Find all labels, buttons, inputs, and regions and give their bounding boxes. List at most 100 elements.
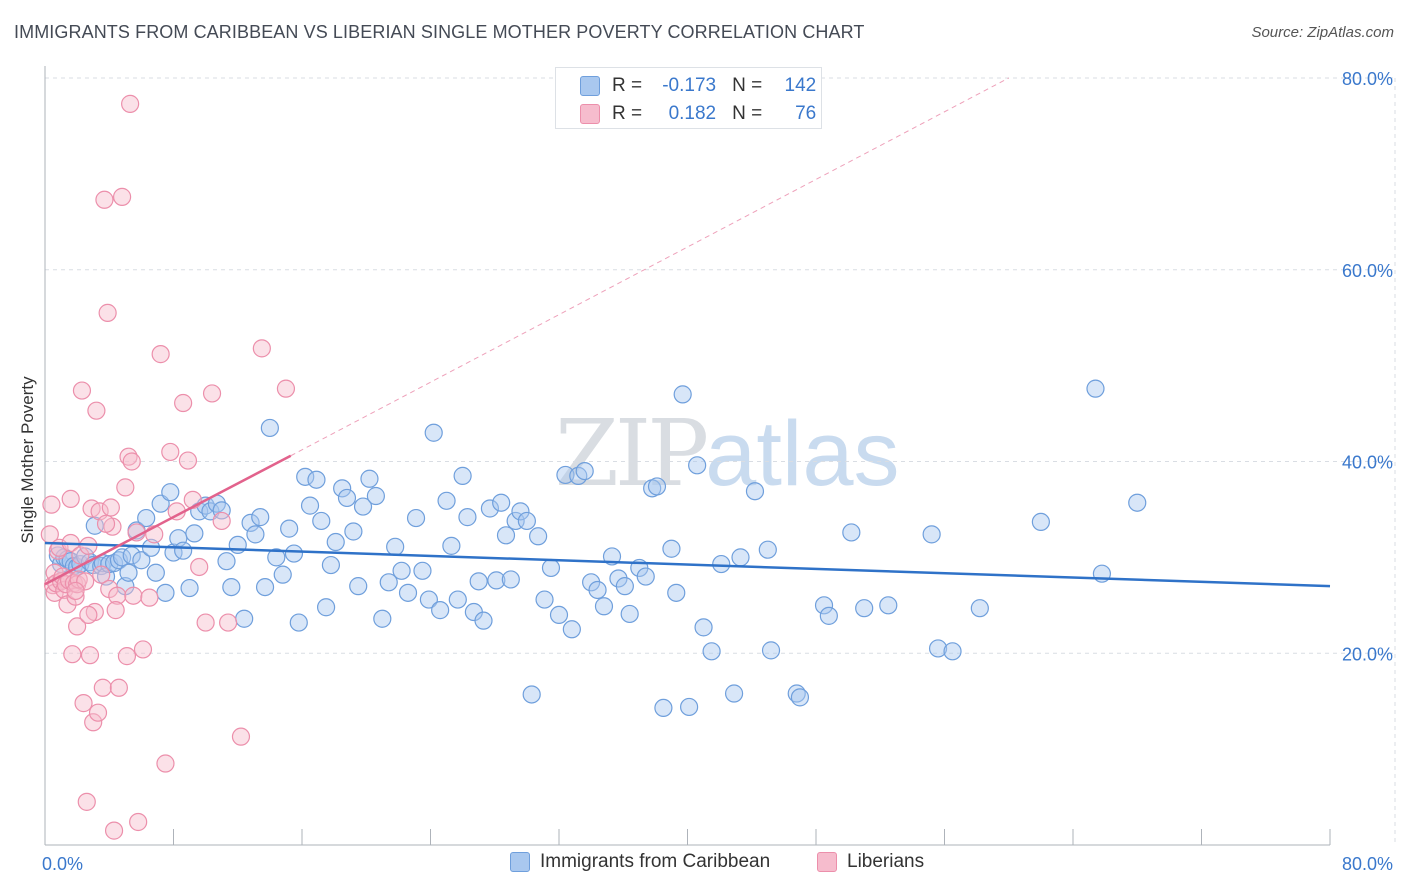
point-caribbean	[379, 573, 398, 592]
point-caribbean	[922, 525, 941, 544]
n-value: 142	[784, 75, 817, 96]
stats-legend-row-caribbean: R = -0.173 N = 142	[580, 72, 816, 100]
point-liberians	[80, 646, 100, 665]
point-caribbean	[469, 572, 488, 591]
point-caribbean	[366, 486, 385, 506]
point-liberians	[77, 792, 96, 811]
legend-item-caribbean[interactable]: Immigrants from Caribbean	[510, 851, 770, 873]
legend-swatch-liberians-icon	[817, 852, 837, 872]
point-caribbean	[260, 418, 279, 438]
point-liberians	[174, 393, 193, 413]
point-caribbean	[1031, 512, 1050, 532]
point-caribbean	[673, 385, 692, 404]
point-caribbean	[702, 642, 721, 661]
point-caribbean	[119, 563, 138, 582]
point-liberians	[98, 303, 117, 322]
point-liberians	[66, 581, 85, 601]
point-caribbean	[879, 596, 898, 615]
point-caribbean	[517, 511, 536, 531]
point-caribbean	[529, 527, 548, 546]
point-caribbean	[222, 577, 241, 597]
point-caribbean	[212, 501, 231, 520]
point-liberians	[68, 617, 87, 636]
legend-item-liberians[interactable]: Liberians	[817, 851, 924, 873]
x-tick-label: 80.0%	[1342, 854, 1393, 874]
r-value: 0.182	[668, 103, 717, 124]
point-caribbean	[474, 611, 493, 630]
point-caribbean	[496, 526, 516, 545]
point-caribbean	[594, 597, 614, 616]
legend-label-liberians: Liberians	[847, 851, 925, 872]
point-caribbean	[280, 519, 299, 538]
point-caribbean	[419, 590, 438, 609]
point-caribbean	[928, 639, 948, 658]
point-caribbean	[392, 561, 411, 580]
point-liberians	[63, 645, 82, 664]
point-caribbean	[241, 513, 260, 532]
point-caribbean	[562, 620, 581, 639]
point-liberians	[190, 557, 209, 577]
r-label: R =	[612, 103, 643, 124]
point-liberians	[121, 94, 140, 113]
point-caribbean	[344, 522, 363, 541]
point-caribbean	[333, 479, 352, 498]
point-liberians	[252, 339, 271, 358]
point-liberians	[109, 678, 128, 697]
point-caribbean	[522, 685, 541, 704]
swatch-liberians-icon	[580, 104, 600, 124]
point-caribbean	[943, 642, 962, 661]
point-caribbean	[492, 493, 511, 512]
point-caribbean	[535, 590, 554, 609]
point-caribbean	[667, 583, 686, 602]
point-liberians	[69, 570, 88, 589]
point-liberians	[178, 451, 198, 470]
point-caribbean	[790, 688, 810, 707]
n-value: 76	[795, 103, 817, 124]
point-liberians	[112, 187, 132, 206]
point-caribbean	[501, 570, 520, 589]
n-label: N =	[732, 103, 763, 124]
point-liberians	[84, 713, 103, 732]
point-liberians	[104, 821, 124, 840]
point-caribbean	[217, 552, 236, 571]
trendline-liberians-extended	[290, 77, 1009, 457]
point-caribbean	[636, 567, 655, 586]
point-caribbean	[373, 609, 392, 628]
n-label: N =	[732, 75, 763, 96]
point-caribbean	[326, 532, 345, 552]
point-caribbean	[284, 544, 304, 563]
point-caribbean	[731, 548, 750, 567]
point-caribbean	[431, 601, 450, 620]
point-caribbean	[842, 523, 861, 542]
point-liberians	[156, 754, 175, 773]
point-caribbean	[174, 541, 193, 560]
point-caribbean	[819, 606, 838, 625]
point-caribbean	[712, 554, 731, 574]
point-caribbean	[680, 697, 699, 717]
point-liberians	[276, 379, 296, 398]
point-liberians	[151, 345, 170, 364]
point-caribbean	[814, 596, 834, 615]
point-liberians	[117, 647, 137, 666]
point-caribbean	[620, 604, 639, 624]
point-caribbean	[353, 497, 373, 516]
point-liberians	[76, 572, 95, 591]
point-liberians	[93, 678, 112, 697]
r-value: -0.173	[662, 75, 717, 96]
y-tick-label: 20.0%	[1342, 644, 1393, 664]
point-caribbean	[85, 516, 104, 535]
point-caribbean	[349, 577, 368, 596]
point-caribbean	[437, 491, 456, 510]
point-caribbean	[161, 483, 180, 502]
legend-swatch-caribbean-icon	[510, 852, 530, 872]
trendline-liberians	[44, 454, 292, 586]
y-tick-label: 60.0%	[1342, 261, 1393, 281]
point-caribbean	[745, 482, 765, 501]
r-label: R =	[612, 75, 643, 96]
point-caribbean	[337, 488, 357, 508]
point-caribbean	[146, 563, 165, 582]
point-caribbean	[556, 465, 575, 485]
stats-legend-row-liberians: R = 0.182 N = 76	[580, 100, 816, 128]
legend-label-caribbean: Immigrants from Caribbean	[540, 851, 771, 872]
point-caribbean	[647, 477, 667, 496]
